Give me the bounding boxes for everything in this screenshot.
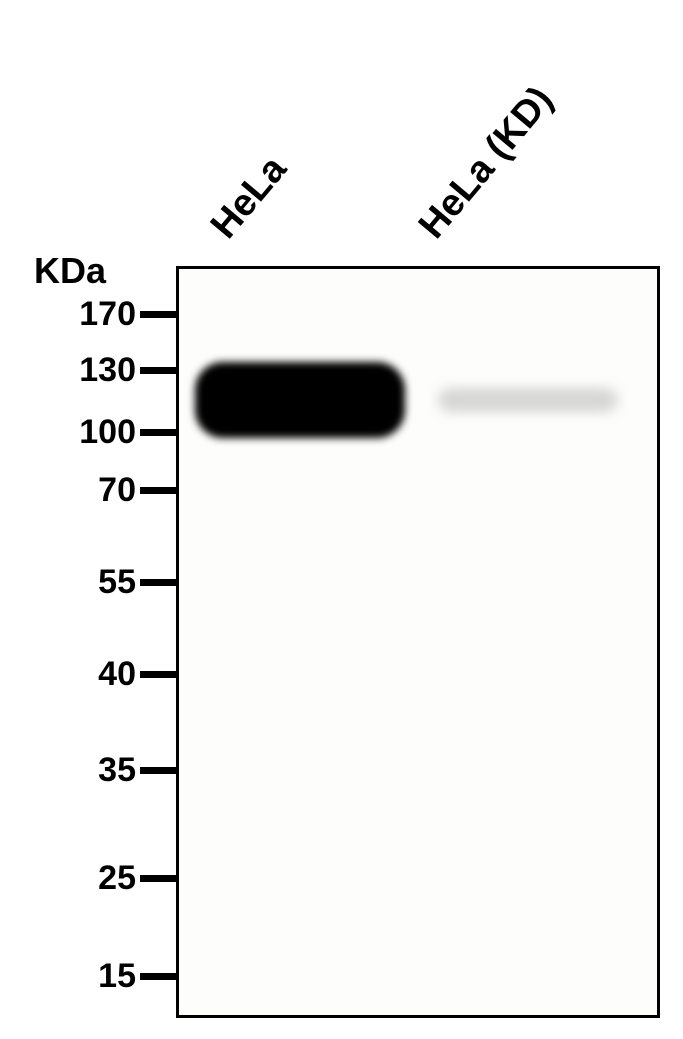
mw-marker-label: 55 (98, 563, 136, 602)
mw-marker: 35 (0, 753, 176, 787)
mw-marker-tick (140, 429, 176, 436)
mw-marker: 25 (0, 861, 176, 895)
mw-marker: 70 (0, 473, 176, 507)
mw-marker: 15 (0, 959, 176, 993)
blot-band (438, 388, 618, 412)
mw-marker: 170 (0, 297, 176, 331)
mw-marker-label: 35 (98, 751, 136, 790)
blot-band (195, 362, 405, 438)
mw-marker-tick (140, 579, 176, 586)
mw-marker-tick (140, 875, 176, 882)
mw-marker-tick (140, 767, 176, 774)
mw-marker-label: 130 (79, 351, 136, 390)
mw-marker-label: 15 (98, 957, 136, 996)
figure-canvas: KDa 170 130 100 70 55 40 35 25 15 HeLa HeLa (KD) (0, 0, 683, 1039)
mw-marker-label: 40 (98, 655, 136, 694)
mw-marker: 100 (0, 415, 176, 449)
lane-label: HeLa (KD) (411, 79, 558, 244)
mw-marker-label: 70 (98, 471, 136, 510)
mw-marker-tick (140, 973, 176, 980)
mw-marker-tick (140, 487, 176, 494)
lane-label: HeLa (203, 148, 292, 244)
mw-marker: 55 (0, 565, 176, 599)
kda-unit-label: KDa (34, 250, 106, 292)
mw-marker-tick (140, 311, 176, 318)
mw-marker-label: 100 (79, 413, 136, 452)
mw-marker-tick (140, 367, 176, 374)
mw-marker-label: 25 (98, 859, 136, 898)
mw-marker-tick (140, 671, 176, 678)
mw-marker: 40 (0, 657, 176, 691)
mw-marker-label: 170 (79, 295, 136, 334)
mw-marker: 130 (0, 353, 176, 387)
